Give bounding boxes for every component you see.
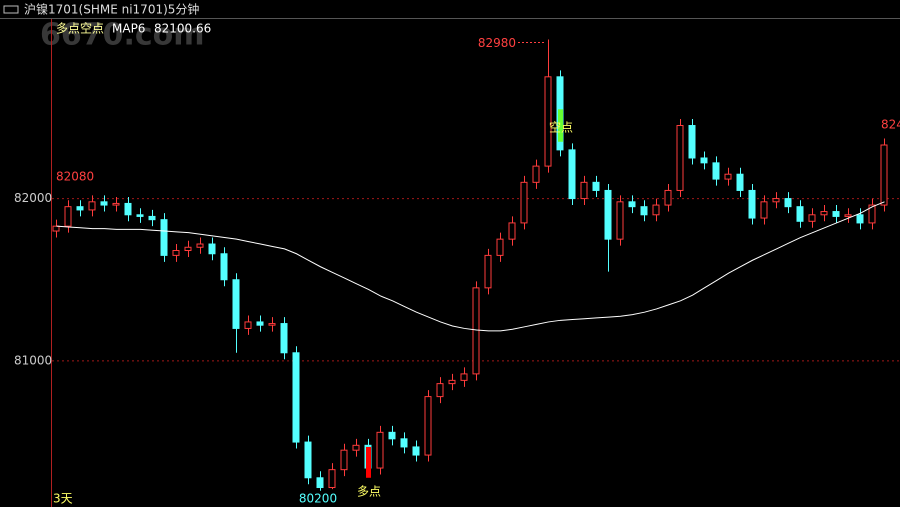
right-label: 824 bbox=[881, 118, 900, 132]
candle-body bbox=[568, 149, 576, 200]
candle-body bbox=[808, 214, 816, 222]
candle-body bbox=[220, 253, 228, 281]
candle-body bbox=[532, 165, 540, 183]
candle-body bbox=[124, 202, 132, 216]
candle-body bbox=[172, 250, 180, 256]
chart-title: 沪镍1701(SHME ni1701)5分钟 bbox=[24, 2, 199, 17]
candle-body bbox=[316, 477, 324, 489]
candle-body bbox=[628, 201, 636, 208]
candle-body bbox=[352, 444, 360, 451]
candle-body bbox=[376, 431, 384, 469]
candle-body bbox=[88, 201, 96, 211]
candle-body bbox=[700, 157, 708, 164]
candle-body bbox=[676, 125, 684, 191]
candle-body bbox=[580, 181, 588, 200]
candle-body bbox=[448, 379, 456, 385]
candle-body bbox=[712, 162, 720, 180]
ma-value: 82100.66 bbox=[154, 22, 211, 36]
candle-body bbox=[436, 383, 444, 398]
candle-body bbox=[736, 173, 744, 191]
candle-body bbox=[148, 215, 156, 221]
candle-body bbox=[244, 321, 252, 329]
candle-body bbox=[472, 287, 480, 375]
candle-body bbox=[760, 201, 768, 219]
candle-body bbox=[460, 373, 468, 381]
candle-body bbox=[52, 225, 60, 232]
ma-line bbox=[56, 201, 885, 332]
candle-body bbox=[256, 321, 264, 326]
candle-body bbox=[544, 76, 552, 167]
candle-body bbox=[76, 206, 84, 211]
candle-body bbox=[136, 214, 144, 217]
signal-bar bbox=[366, 446, 371, 478]
candle-body bbox=[160, 219, 168, 256]
candle-body bbox=[232, 279, 240, 329]
candle-body bbox=[856, 214, 864, 224]
window-icon bbox=[3, 5, 19, 14]
candle-body bbox=[688, 125, 696, 159]
legend-label: 多点空点 bbox=[56, 22, 104, 36]
candle-body bbox=[604, 189, 612, 240]
candle-body bbox=[868, 204, 876, 224]
candle-body bbox=[64, 206, 72, 227]
candle-body bbox=[784, 198, 792, 208]
candle-body bbox=[184, 246, 192, 252]
candle-body bbox=[748, 189, 756, 219]
candle-body bbox=[412, 446, 420, 456]
candle-body bbox=[328, 469, 336, 489]
candle-body bbox=[724, 173, 732, 180]
candle-body bbox=[772, 198, 780, 203]
candle-body bbox=[496, 238, 504, 256]
candle-body bbox=[304, 441, 312, 479]
candle-body bbox=[652, 204, 660, 216]
y-tick-label: 82000 bbox=[14, 191, 52, 205]
title-bar bbox=[0, 0, 900, 18]
candle-body bbox=[664, 189, 672, 206]
candle-body bbox=[340, 449, 348, 471]
signal-label: 空点 bbox=[549, 120, 573, 134]
candle-body bbox=[424, 396, 432, 456]
ma-name: MAP6 bbox=[112, 22, 145, 36]
y-tick-label: 81000 bbox=[14, 353, 52, 367]
low-label: 80200 bbox=[299, 492, 337, 506]
candle-body bbox=[616, 201, 624, 240]
candle-body bbox=[820, 211, 828, 216]
candle-body bbox=[520, 181, 528, 224]
candle-body bbox=[592, 181, 600, 191]
candle-body bbox=[640, 206, 648, 216]
candle-body bbox=[112, 202, 120, 206]
candle-body bbox=[388, 431, 396, 440]
candle-body bbox=[400, 438, 408, 448]
candle-body bbox=[100, 201, 108, 206]
candle-body bbox=[268, 323, 276, 326]
candle-body bbox=[880, 144, 888, 206]
watermark: 6670.com bbox=[40, 18, 205, 53]
high-label: 82980 bbox=[478, 36, 516, 50]
candle-body bbox=[292, 352, 300, 443]
period-label: 3天 bbox=[53, 492, 73, 506]
candle-body bbox=[508, 222, 516, 240]
signal-label: 多点 bbox=[357, 484, 381, 498]
candle-body bbox=[484, 254, 492, 289]
candle-body bbox=[208, 243, 216, 255]
candle-body bbox=[796, 206, 804, 222]
candle-body bbox=[832, 211, 840, 217]
candle-body bbox=[280, 323, 288, 354]
candle-body bbox=[196, 243, 204, 248]
signal-bar bbox=[558, 109, 563, 142]
left-label: 82080 bbox=[56, 170, 94, 184]
candle-body bbox=[844, 214, 852, 217]
